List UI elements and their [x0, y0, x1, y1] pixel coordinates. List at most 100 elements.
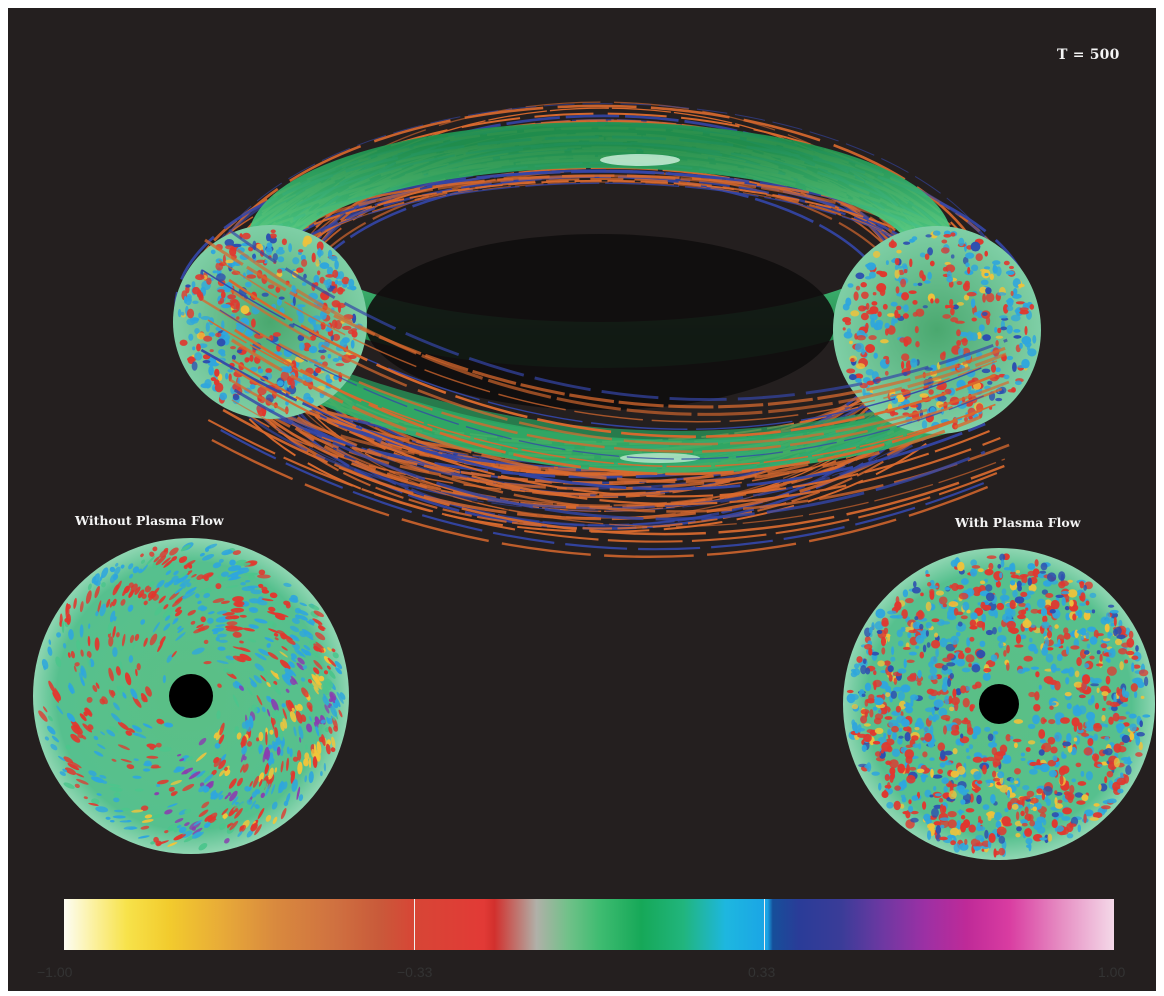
perturbation-speck: [1113, 616, 1117, 627]
colorbar-tick-pos: 0.33: [748, 964, 776, 980]
perturbation-speck: [227, 660, 235, 664]
colorbar-tick-max: 1.00: [1098, 964, 1126, 980]
perturbation-speck: [254, 618, 268, 624]
perturbation-speck: [318, 675, 325, 682]
perturbation-speck: [258, 731, 264, 742]
perturbation-speck: [1027, 740, 1036, 745]
perturbation-speck: [968, 415, 973, 420]
perturbation-speck: [1060, 717, 1070, 724]
perturbation-speck: [883, 732, 887, 739]
perturbation-speck: [952, 688, 957, 698]
perturbation-speck: [1020, 752, 1026, 757]
perturbation-speck: [326, 266, 334, 276]
perturbation-speck: [214, 368, 220, 377]
perturbation-speck: [232, 655, 245, 663]
perturbation-speck: [962, 697, 970, 708]
perturbation-speck: [203, 592, 211, 599]
perturbation-speck: [919, 623, 924, 630]
perturbation-speck: [953, 607, 959, 616]
perturbation-speck: [923, 726, 929, 732]
perturbation-speck: [71, 725, 81, 735]
perturbation-speck: [872, 250, 881, 258]
perturbation-speck: [155, 555, 167, 566]
perturbation-speck: [200, 606, 208, 612]
perturbation-speck: [109, 819, 115, 823]
perturbation-speck: [164, 830, 169, 834]
perturbation-speck: [335, 667, 341, 674]
perturbation-speck: [948, 601, 959, 608]
perturbation-speck: [78, 672, 83, 680]
perturbation-speck: [88, 770, 97, 777]
perturbation-speck: [1065, 612, 1071, 621]
perturbation-speck: [140, 553, 144, 558]
perturbation-speck: [850, 358, 855, 363]
perturbation-speck: [296, 304, 306, 308]
perturbation-speck: [1014, 780, 1019, 784]
perturbation-speck: [944, 695, 950, 705]
perturbation-speck: [55, 656, 62, 668]
perturbation-speck: [1098, 783, 1102, 791]
perturbation-speck: [185, 284, 191, 288]
perturbation-speck: [950, 307, 955, 316]
perturbation-speck: [1046, 630, 1053, 639]
perturbation-speck: [970, 612, 978, 620]
perturbation-speck: [980, 268, 988, 273]
perturbation-speck: [910, 817, 919, 823]
perturbation-speck: [1091, 609, 1096, 614]
perturbation-speck: [939, 762, 946, 768]
perturbation-speck: [992, 777, 1001, 782]
perturbation-speck: [941, 239, 948, 244]
perturbation-speck: [977, 780, 983, 785]
perturbation-speck: [1085, 632, 1090, 640]
perturbation-speck: [939, 352, 946, 361]
perturbation-speck: [903, 304, 909, 313]
perturbation-speck: [334, 279, 339, 285]
perturbation-speck: [130, 688, 138, 700]
perturbation-speck: [158, 595, 166, 604]
perturbation-speck: [70, 761, 82, 769]
perturbation-speck: [73, 597, 77, 609]
perturbation-speck: [895, 705, 902, 713]
disc-with-plasma-flow: [843, 548, 1155, 860]
colorbar-tick-min: −1.00: [37, 964, 73, 980]
perturbation-speck: [194, 352, 203, 361]
perturbation-speck: [956, 765, 966, 775]
perturbation-speck: [283, 582, 292, 587]
perturbation-speck: [861, 693, 866, 697]
perturbation-speck: [183, 769, 189, 775]
perturbation-speck: [232, 681, 240, 689]
perturbation-speck: [1040, 607, 1048, 617]
perturbation-speck: [203, 639, 209, 645]
perturbation-speck: [976, 649, 986, 659]
perturbation-speck: [216, 610, 228, 615]
perturbation-speck: [909, 258, 913, 268]
perturbation-speck: [1074, 670, 1080, 678]
perturbation-speck: [997, 771, 1005, 779]
perturbation-speck: [268, 606, 276, 612]
perturbation-speck: [173, 570, 179, 576]
perturbation-speck: [239, 614, 247, 618]
perturbation-speck: [866, 309, 876, 315]
perturbation-speck: [111, 713, 121, 723]
perturbation-speck: [1060, 591, 1070, 595]
perturbation-speck: [903, 658, 907, 669]
perturbation-speck: [1039, 570, 1047, 574]
perturbation-speck: [281, 674, 292, 686]
perturbation-speck: [216, 660, 229, 664]
perturbation-speck: [231, 796, 239, 806]
perturbation-speck: [317, 270, 321, 276]
perturbation-speck: [212, 631, 219, 635]
perturbation-speck: [304, 775, 307, 783]
perturbation-speck: [932, 774, 943, 779]
perturbation-speck: [1083, 747, 1093, 756]
perturbation-speck: [177, 309, 182, 318]
perturbation-speck: [949, 706, 955, 712]
perturbation-speck: [163, 547, 169, 553]
perturbation-speck: [80, 677, 85, 687]
perturbation-speck: [325, 374, 331, 382]
perturbation-speck: [964, 280, 970, 288]
perturbation-speck: [950, 254, 955, 259]
perturbation-speck: [1003, 374, 1010, 380]
perturbation-speck: [133, 758, 139, 762]
perturbation-speck: [872, 679, 882, 688]
